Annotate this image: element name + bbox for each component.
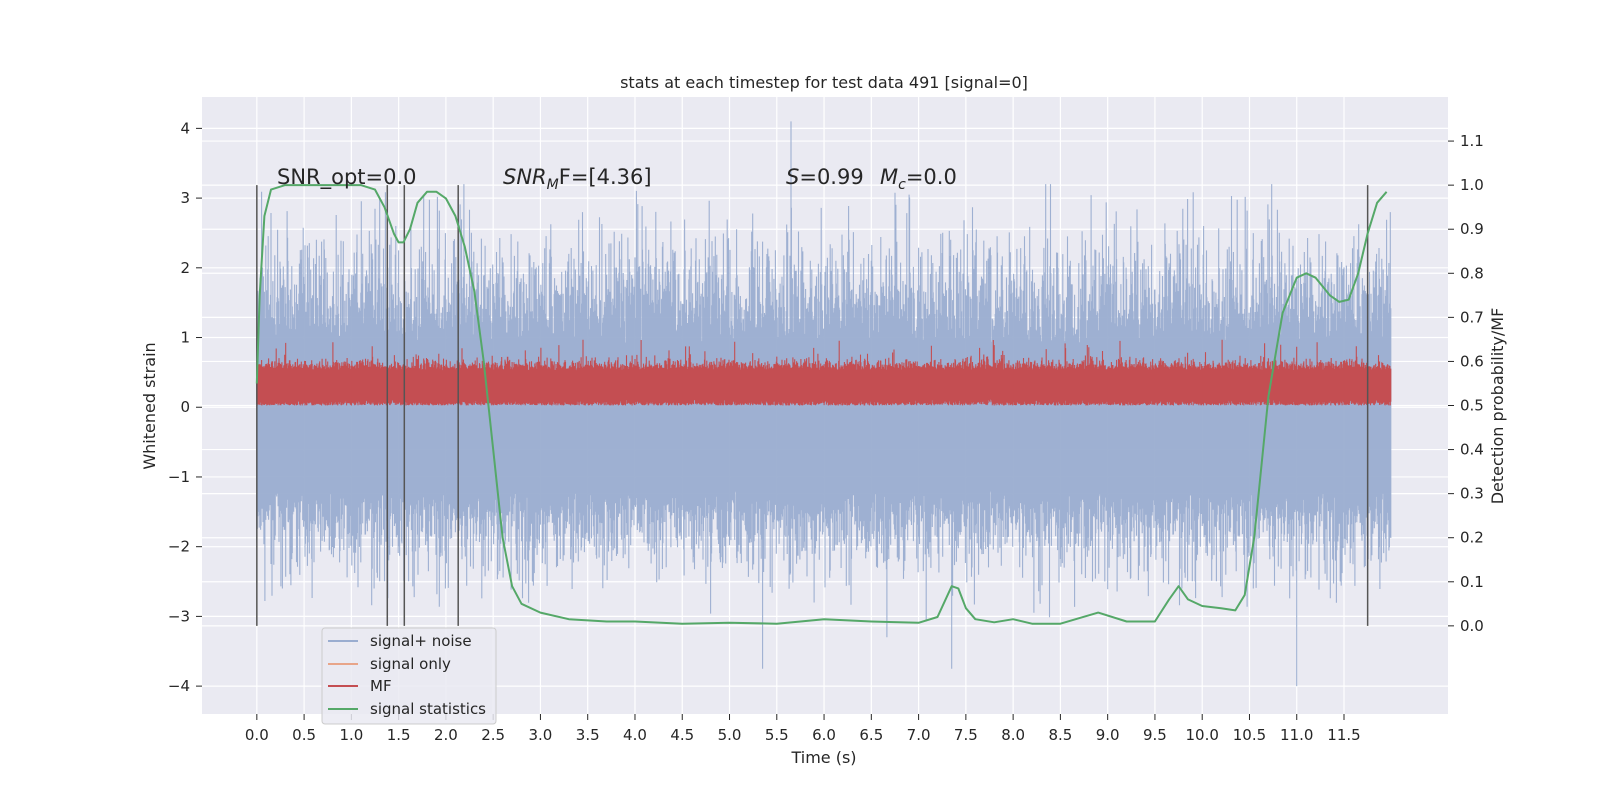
signal-statistics-line bbox=[255, 184, 1388, 625]
y-right-tick-label: 0.2 bbox=[1460, 529, 1484, 547]
y-left-tick-label: −2 bbox=[168, 538, 190, 556]
annotation-snr-mf: SNRMF=[4.36] bbox=[503, 165, 652, 193]
y-right-tick-label: 0.7 bbox=[1460, 308, 1484, 326]
annotation-s-main: S bbox=[786, 165, 799, 189]
x-tick-label: 8.0 bbox=[1001, 726, 1025, 744]
annotation-snr-mf-tail: F=[4.36] bbox=[559, 165, 652, 189]
y-right-tick-label: 0.5 bbox=[1460, 397, 1484, 415]
y-right-tick-label: 1.1 bbox=[1460, 132, 1484, 150]
annotation-mc-sub: c bbox=[898, 177, 906, 193]
y-right-tick-label: 0.4 bbox=[1460, 441, 1484, 459]
annotation-mc-tail: =0.0 bbox=[906, 165, 957, 189]
y-right-tick-label: 0.9 bbox=[1460, 220, 1484, 238]
y-right-tick-label: 0.3 bbox=[1460, 485, 1484, 503]
legend-label-signal-only: signal only bbox=[370, 655, 451, 673]
x-tick-label: 4.5 bbox=[670, 726, 694, 744]
annotation-snr-opt: SNR_opt=0.0 bbox=[277, 165, 417, 190]
x-tick-label: 6.0 bbox=[812, 726, 836, 744]
y-left-tick-label: 4 bbox=[180, 119, 190, 137]
x-tick-label: 1.0 bbox=[339, 726, 363, 744]
x-axis-label: Time (s) bbox=[790, 748, 856, 767]
x-tick-label: 6.5 bbox=[859, 726, 883, 744]
y-right-tick-label: 0.6 bbox=[1460, 352, 1484, 370]
y-right-tick-label: 0.8 bbox=[1460, 264, 1484, 282]
x-tick-label: 0.5 bbox=[292, 726, 316, 744]
x-tick-label: 10.0 bbox=[1186, 726, 1219, 744]
y-left-tick-label: −1 bbox=[168, 468, 190, 486]
y-axis-right-label: Detection probability/MF bbox=[1488, 308, 1507, 505]
x-tick-label: 11.0 bbox=[1280, 726, 1313, 744]
x-tick-label: 8.5 bbox=[1048, 726, 1072, 744]
signal-statistics-series bbox=[255, 184, 1388, 625]
y-left-tick-label: 0 bbox=[180, 398, 190, 416]
annotation-s-tail: =0.99 bbox=[799, 165, 863, 189]
x-tick-label: 4.0 bbox=[623, 726, 647, 744]
x-tick-label: 7.0 bbox=[907, 726, 931, 744]
annotations: SNR_opt=0.0 SNRMF=[4.36] S=0.99 Mc=0.0 bbox=[277, 165, 957, 193]
y-left-tick-label: −4 bbox=[168, 677, 190, 695]
y-left-tick-label: −3 bbox=[168, 607, 190, 625]
x-tick-label: 1.5 bbox=[387, 726, 411, 744]
legend-label-stat: signal statistics bbox=[370, 700, 486, 718]
x-tick-label: 2.5 bbox=[481, 726, 505, 744]
y-right-tick-label: 0.0 bbox=[1460, 617, 1484, 635]
x-tick-label: 5.5 bbox=[765, 726, 789, 744]
x-tick-label: 9.5 bbox=[1143, 726, 1167, 744]
legend-label-noise: signal+ noise bbox=[370, 632, 472, 650]
x-tick-label: 7.5 bbox=[954, 726, 978, 744]
y-left-tick-label: 1 bbox=[180, 329, 190, 347]
annotation-snr-mf-main: SNR bbox=[503, 165, 547, 189]
chart-title: stats at each timestep for test data 491… bbox=[620, 73, 1028, 92]
x-tick-label: 3.5 bbox=[576, 726, 600, 744]
y-right-tick-label: 1.0 bbox=[1460, 176, 1484, 194]
x-tick-label: 9.0 bbox=[1096, 726, 1120, 744]
x-tick-label: 0.0 bbox=[245, 726, 269, 744]
tick-labels: 0.0 0.5 1.0 1.5 2.0 2.5 3.0 3.5 4.0 4.5 5.0 5.5 6.0 6… bbox=[168, 119, 1484, 744]
x-tick-label: 2.0 bbox=[434, 726, 458, 744]
annotation-mc: Mc=0.0 bbox=[880, 165, 957, 193]
x-tick-label: 10.5 bbox=[1233, 726, 1266, 744]
x-tick-label: 5.0 bbox=[718, 726, 742, 744]
x-tick-label: 11.5 bbox=[1327, 726, 1360, 744]
annotation-mc-main: M bbox=[880, 165, 898, 189]
legend-label-mf: MF bbox=[370, 677, 392, 695]
annotation-s: S=0.99 bbox=[786, 165, 864, 189]
legend-box bbox=[321, 627, 497, 725]
y-axis-left-label: Whitened strain bbox=[140, 342, 159, 469]
vertical-markers bbox=[256, 185, 1369, 626]
y-left-tick-label: 3 bbox=[180, 189, 190, 207]
x-tick-label: 3.0 bbox=[529, 726, 553, 744]
legend: signal+ noise signal only MF signal stat… bbox=[321, 627, 497, 725]
y-left-tick-label: 2 bbox=[180, 259, 190, 277]
y-right-tick-label: 0.1 bbox=[1460, 573, 1484, 591]
annotation-snr-mf-sub: M bbox=[547, 177, 559, 193]
